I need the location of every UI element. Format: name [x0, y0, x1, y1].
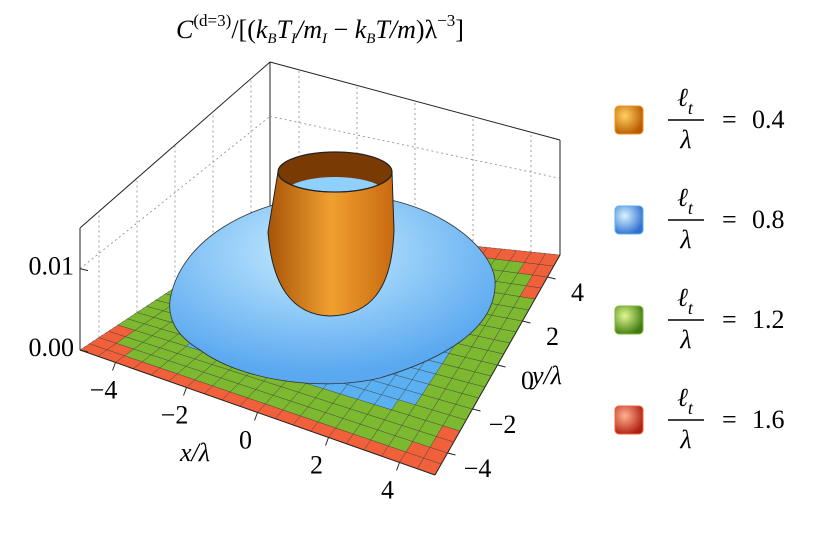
legend-value: 0.4	[752, 105, 785, 134]
x-tick	[183, 387, 187, 396]
legend-numerator: ℓt	[677, 83, 694, 118]
y-tick	[447, 452, 456, 456]
legend-swatch	[614, 105, 644, 135]
legend-value: 1.2	[752, 305, 785, 334]
legend-subscript: t	[688, 98, 694, 118]
title-part: −3	[437, 11, 455, 30]
title-part: (d=3)	[193, 11, 231, 30]
x-tick-label: −2	[161, 400, 189, 429]
legend-numerator: ℓt	[677, 383, 694, 418]
title-part: /m	[294, 15, 322, 44]
y-tick	[497, 364, 506, 368]
box-edge	[269, 61, 561, 141]
title-part: ]	[455, 15, 464, 44]
legend-relation: =	[722, 105, 737, 134]
x-tick-label: 2	[310, 450, 323, 479]
z-tick-label: 0.01	[29, 252, 75, 281]
title-part: C	[176, 15, 194, 44]
legend-relation: =	[722, 405, 737, 434]
legend-denominator: λ	[679, 225, 691, 254]
y-tick-label: 0	[521, 366, 534, 395]
title-part: T	[277, 15, 293, 44]
title-part: I	[321, 31, 328, 47]
legend-symbol: ℓ	[677, 83, 688, 112]
title-part: T/m	[375, 15, 415, 44]
y-tick-label: 2	[546, 322, 559, 351]
title-text: C(d=3)/[(kBTI/mI − kBT/m)λ−3]	[176, 11, 464, 47]
title-part: k	[256, 15, 268, 44]
x-tick	[325, 437, 329, 446]
y-tick	[522, 320, 531, 324]
z-tick-label: 0.00	[29, 333, 75, 362]
x-axis-label: x/λ	[179, 438, 210, 467]
x-tick	[396, 462, 400, 471]
title-part: B	[267, 31, 276, 47]
legend-swatch	[614, 305, 644, 335]
legend-subscript: t	[688, 198, 694, 218]
title-part: I	[290, 31, 297, 47]
legend-swatch	[614, 205, 644, 235]
chart-title: C(d=3)/[(kBTI/mI − kBT/m)λ−3]	[176, 11, 464, 47]
y-tick	[472, 408, 481, 412]
title-part: k	[355, 15, 367, 44]
legend-numerator: ℓt	[677, 283, 694, 318]
x-tick	[112, 362, 116, 371]
legend-symbol: ℓ	[677, 283, 688, 312]
title-part: B	[366, 31, 375, 47]
legend-value: 1.6	[752, 405, 785, 434]
title-part: )λ	[416, 15, 438, 44]
legend-numerator: ℓt	[677, 183, 694, 218]
z-tick	[79, 268, 89, 272]
x-tick-label: 4	[381, 475, 394, 504]
cylinder-rim	[277, 151, 393, 193]
legend-subscript: t	[688, 298, 694, 318]
cylinder	[267, 171, 395, 317]
legend-relation: =	[722, 205, 737, 234]
title-part: −	[327, 15, 355, 44]
legend-denominator: λ	[679, 425, 691, 454]
legend-denominator: λ	[679, 125, 691, 154]
box-edge	[79, 61, 271, 229]
y-tick	[547, 276, 556, 280]
legend-denominator: λ	[679, 325, 691, 354]
grid-line	[79, 116, 271, 269]
legend-value: 0.8	[752, 205, 785, 234]
x-tick	[254, 412, 258, 421]
y-axis-label: y/λ	[529, 361, 562, 390]
y-tick-label: −4	[464, 454, 492, 483]
legend-relation: =	[722, 305, 737, 334]
surfaces	[169, 151, 496, 385]
y-tick-label: 4	[571, 278, 584, 307]
title-part: /[(	[231, 15, 256, 44]
x-tick-label: 0	[239, 425, 252, 454]
legend-symbol: ℓ	[677, 383, 688, 412]
x-tick-label: −4	[90, 375, 118, 404]
y-tick-label: −2	[489, 410, 517, 439]
legend-subscript: t	[688, 398, 694, 418]
legend-swatch	[614, 405, 644, 435]
legend-symbol: ℓ	[677, 183, 688, 212]
